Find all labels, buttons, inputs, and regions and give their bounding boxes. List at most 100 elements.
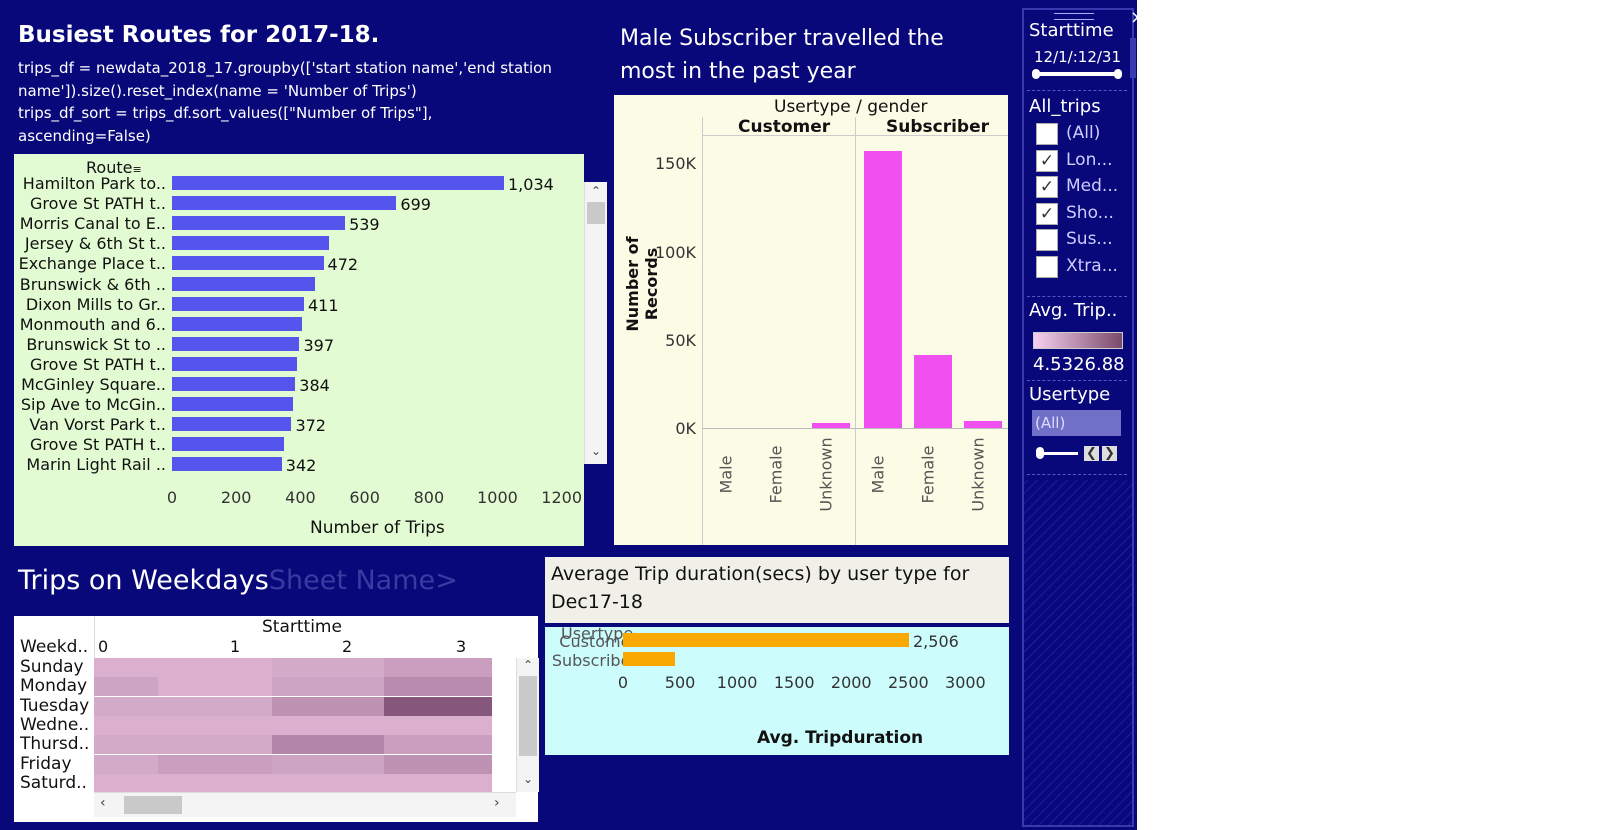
filter-option[interactable]: ✓ Lon... xyxy=(1036,149,1132,173)
route-label: Van Vorst Park t.. xyxy=(29,415,166,435)
avg-x-tick: 2000 xyxy=(830,673,872,692)
avg-bar[interactable] xyxy=(623,652,676,666)
starttime-slider[interactable] xyxy=(1032,69,1122,79)
route-bar[interactable] xyxy=(172,176,504,190)
scroll-thumb[interactable] xyxy=(124,796,182,814)
heatmap-cell[interactable] xyxy=(272,773,384,793)
heatmap-cell[interactable] xyxy=(94,658,158,677)
heatmap-cell[interactable] xyxy=(94,696,158,716)
bar-subscriber-female[interactable] xyxy=(914,355,952,428)
avg-axis-header: Usertype xyxy=(561,624,634,643)
scroll-thumb[interactable] xyxy=(587,202,605,224)
heatmap-cell[interactable] xyxy=(384,715,492,735)
heatmap-cell[interactable] xyxy=(94,754,158,774)
heatmap-cell[interactable] xyxy=(94,677,158,697)
route-bar[interactable] xyxy=(172,356,298,371)
heatmap-cell[interactable] xyxy=(158,677,272,697)
route-bar[interactable] xyxy=(172,216,346,231)
checkbox[interactable] xyxy=(1036,255,1058,278)
heatmap-cell[interactable] xyxy=(158,735,272,755)
avg-usertype-label: Customer xyxy=(559,632,637,651)
scroll-up-icon[interactable]: ⌃ xyxy=(523,658,534,672)
next-arrow-icon[interactable]: ❯ xyxy=(1102,446,1117,461)
heatmap-row-label: Saturd.. xyxy=(20,772,87,793)
route-bar[interactable] xyxy=(172,316,302,331)
checkbox[interactable] xyxy=(1036,229,1058,251)
heatmap-cell[interactable] xyxy=(384,754,492,774)
filter-option[interactable]: Xtra... xyxy=(1036,255,1132,279)
close-icon[interactable]: × xyxy=(1130,7,1146,28)
heatmap-v-scrollbar[interactable]: ⌃ ⌄ xyxy=(516,658,539,792)
heatmap-cell[interactable] xyxy=(272,735,384,755)
filter-option[interactable]: ✓ Sho... xyxy=(1036,202,1132,226)
heatmap-cell[interactable] xyxy=(384,735,492,755)
route-bar[interactable] xyxy=(172,457,282,472)
bar-customer-unknown[interactable] xyxy=(812,423,850,428)
sort-icon[interactable]: ≡ xyxy=(132,163,142,176)
checkbox[interactable] xyxy=(1036,123,1058,145)
scroll-left-icon[interactable]: ‹ xyxy=(100,795,106,811)
avg-bar[interactable] xyxy=(623,633,909,647)
heatmap-row-label: Wedne.. xyxy=(20,714,90,735)
heatmap-cell[interactable] xyxy=(158,658,272,677)
heatmap-cell[interactable] xyxy=(158,715,272,735)
sheet-name-ghost: Sheet Name> xyxy=(268,565,458,596)
usertype-dropdown[interactable]: (All) xyxy=(1032,410,1121,436)
bar-subscriber-male[interactable] xyxy=(864,151,902,428)
route-scrollbar[interactable]: ⌃ ⌄ xyxy=(584,182,607,464)
starttime-filter-title: Starttime xyxy=(1029,20,1114,41)
scroll-up-icon[interactable]: ⌃ xyxy=(591,184,602,198)
heatmap-cell[interactable] xyxy=(272,696,384,716)
route-bar[interactable] xyxy=(172,296,304,311)
scroll-thumb[interactable] xyxy=(519,676,537,756)
route-bar[interactable] xyxy=(172,437,285,452)
slider-handle[interactable] xyxy=(1032,69,1040,79)
heatmap-cell[interactable] xyxy=(158,773,272,793)
route-bar[interactable] xyxy=(172,336,300,351)
avg-usertype-label: Subscriber xyxy=(551,651,637,670)
heatmap-cell[interactable] xyxy=(158,754,272,774)
filter-option[interactable]: Sus... xyxy=(1036,228,1132,252)
bar-subscriber-unknown[interactable] xyxy=(964,421,1002,428)
filter-option[interactable]: (All) xyxy=(1036,122,1132,146)
gender-category-label: Female xyxy=(766,445,786,504)
heatmap-cell[interactable] xyxy=(384,677,492,697)
heatmap-cell[interactable] xyxy=(272,658,384,677)
route-bar[interactable] xyxy=(172,397,294,412)
divider xyxy=(1027,90,1127,91)
heatmap-cell[interactable] xyxy=(384,658,492,677)
route-value-label: 539 xyxy=(349,215,380,235)
prev-arrow-icon[interactable]: ❮ xyxy=(1084,446,1099,461)
heatmap-h-scrollbar[interactable]: ‹ › xyxy=(94,792,516,817)
heatmap-cell[interactable] xyxy=(384,773,492,793)
heatmap-cell[interactable] xyxy=(384,696,492,716)
heatmap-cell[interactable] xyxy=(158,696,272,716)
heatmap-cell[interactable] xyxy=(94,715,158,735)
scroll-right-icon[interactable]: › xyxy=(494,795,500,811)
route-bar[interactable] xyxy=(172,256,324,271)
avg-chart: Usertype Customer 2,506 Subscriber 0 500 100… xyxy=(545,624,1009,755)
checkbox[interactable]: ✓ xyxy=(1036,176,1058,198)
slider-handle[interactable] xyxy=(1114,69,1122,79)
heatmap-cell[interactable] xyxy=(272,715,384,735)
route-bar[interactable] xyxy=(172,377,296,391)
route-bar[interactable] xyxy=(172,417,292,432)
route-axis-header[interactable]: Route≡ xyxy=(86,158,142,177)
checkbox[interactable]: ✓ xyxy=(1036,202,1058,225)
heatmap-cell[interactable] xyxy=(94,735,158,755)
usertype-slider[interactable] xyxy=(1038,452,1078,455)
filter-option[interactable]: ✓ Med... xyxy=(1036,175,1132,199)
route-bar[interactable] xyxy=(172,196,397,211)
heatmap-cell[interactable] xyxy=(94,773,158,793)
scroll-down-icon[interactable]: ⌄ xyxy=(523,772,534,786)
route-bar[interactable] xyxy=(172,236,330,251)
scroll-down-icon[interactable]: ⌄ xyxy=(591,444,602,458)
drag-handle-icon[interactable] xyxy=(1054,13,1094,20)
heatmap-cell[interactable] xyxy=(272,677,384,697)
pane-edge-tab[interactable] xyxy=(1130,38,1136,78)
checkbox[interactable]: ✓ xyxy=(1036,149,1058,172)
heatmap-cell[interactable] xyxy=(272,754,384,774)
slider-handle[interactable] xyxy=(1036,447,1044,459)
route-bar[interactable] xyxy=(172,276,315,291)
code-line: ascending=False) xyxy=(18,126,151,145)
